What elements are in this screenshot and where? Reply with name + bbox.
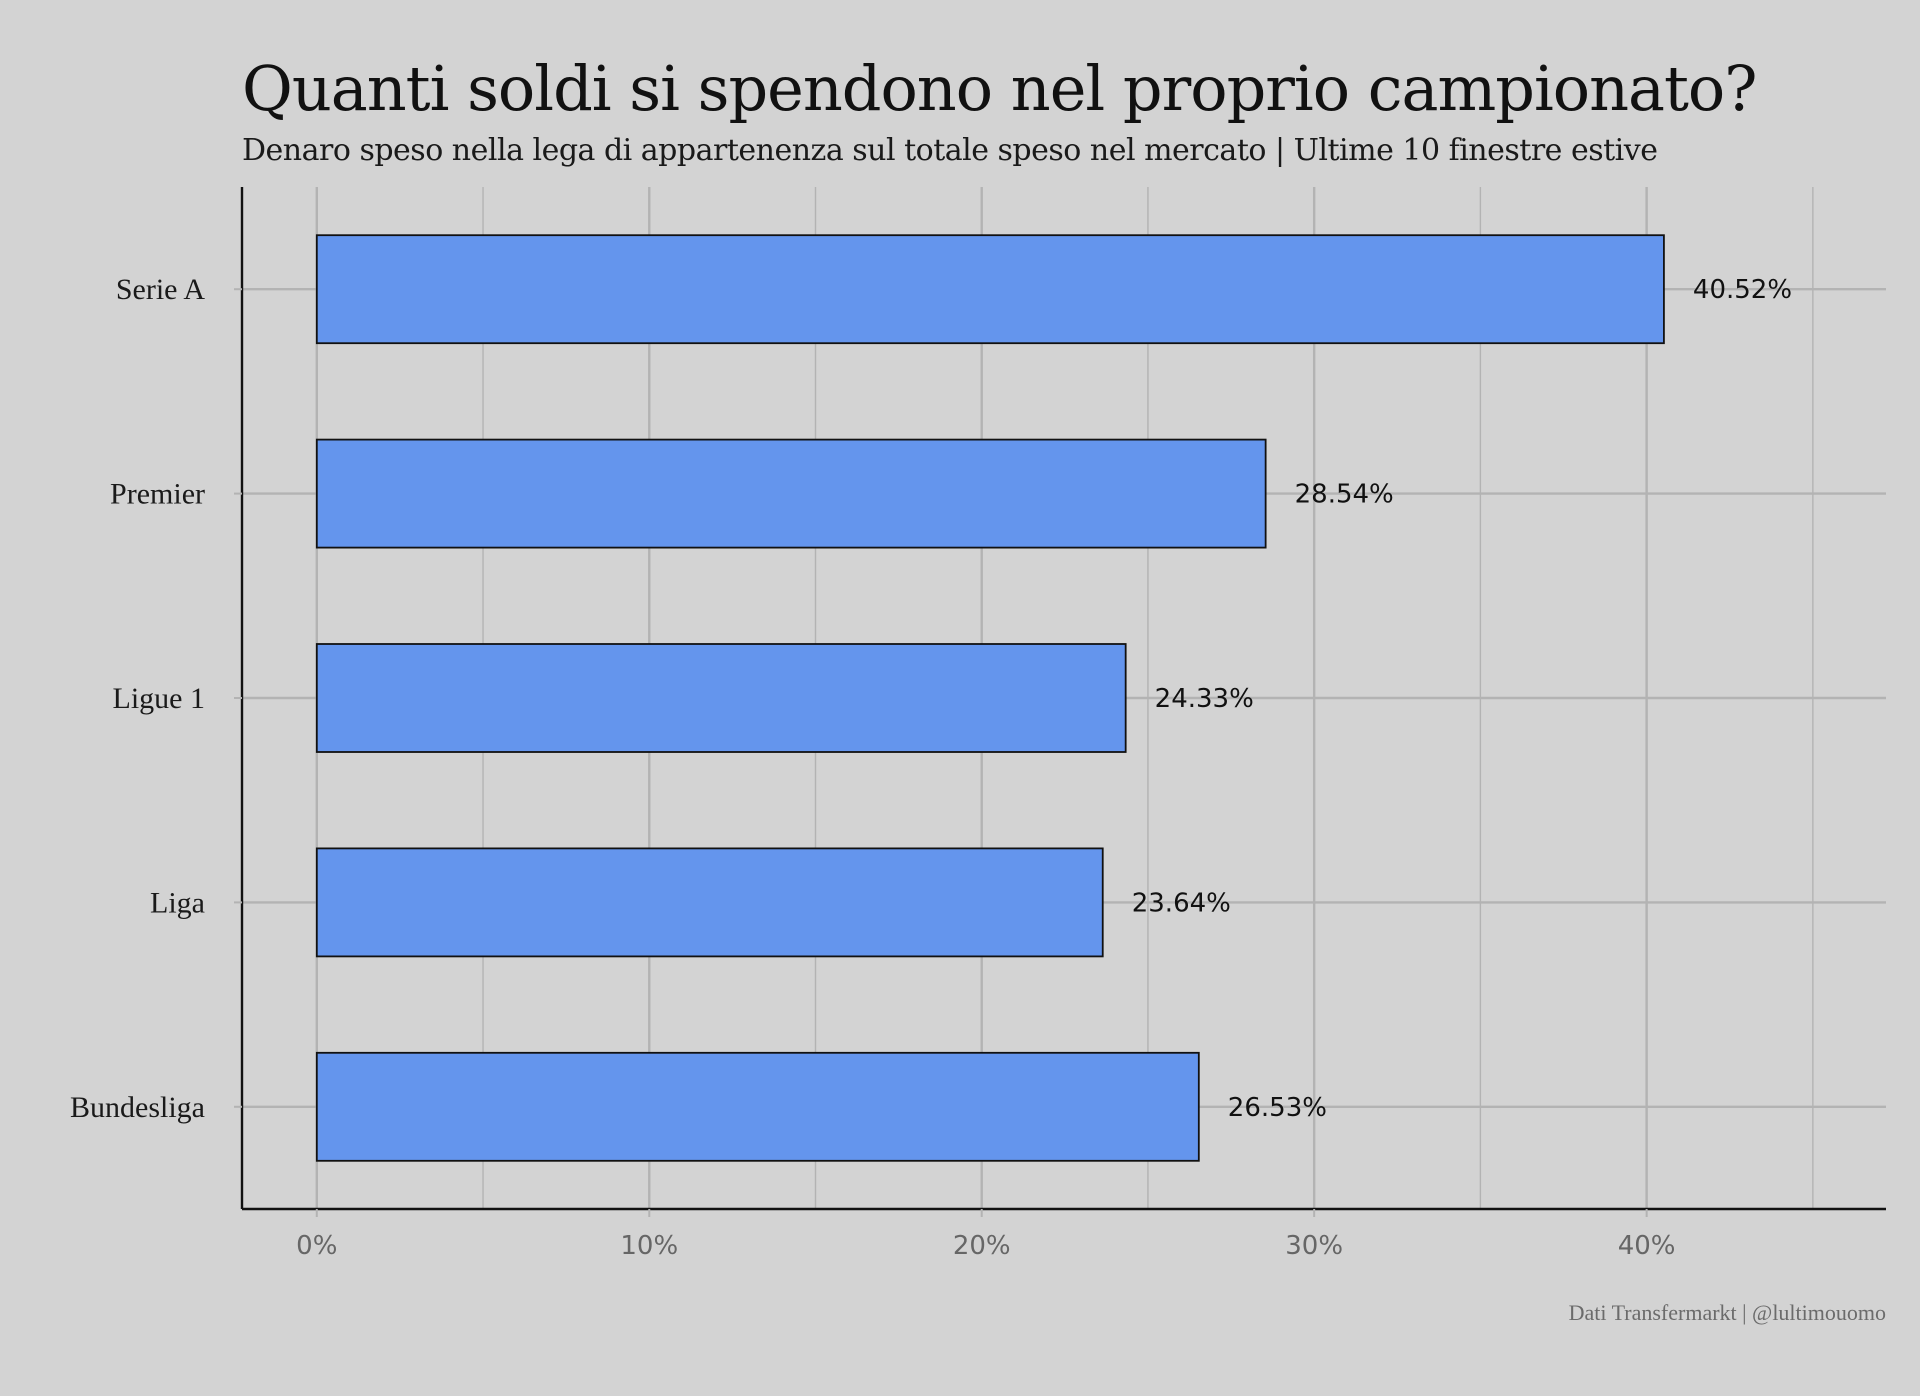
value-label: 26.53% [1228,1093,1327,1123]
x-tick-label: 40% [1618,1231,1676,1261]
bar [315,1051,1200,1162]
category-label: Liga [150,886,205,919]
x-tick-label: 10% [620,1231,678,1261]
chart-title: Quanti soldi si spendono nel proprio cam… [242,52,1757,125]
category-label: Bundesliga [70,1091,205,1124]
chart-subtitle: Denaro speso nella lega di appartenenza … [242,133,1658,168]
bar [315,438,1267,549]
x-tick-label: 20% [953,1231,1011,1261]
chart-caption: Dati Transfermarkt | @lultimouomo [1568,1300,1886,1325]
category-label: Ligue 1 [113,682,205,715]
category-label: Serie A [116,273,205,306]
x-tick-label: 30% [1285,1231,1343,1261]
bar [315,847,1104,958]
bar [315,234,1665,345]
bar [315,643,1127,753]
x-tick-label: 0% [296,1231,337,1261]
value-label: 28.54% [1295,480,1394,510]
category-label: Premier [110,478,205,511]
value-label: 40.52% [1693,275,1792,305]
value-label: 24.33% [1155,684,1254,714]
value-label: 23.64% [1132,888,1231,918]
